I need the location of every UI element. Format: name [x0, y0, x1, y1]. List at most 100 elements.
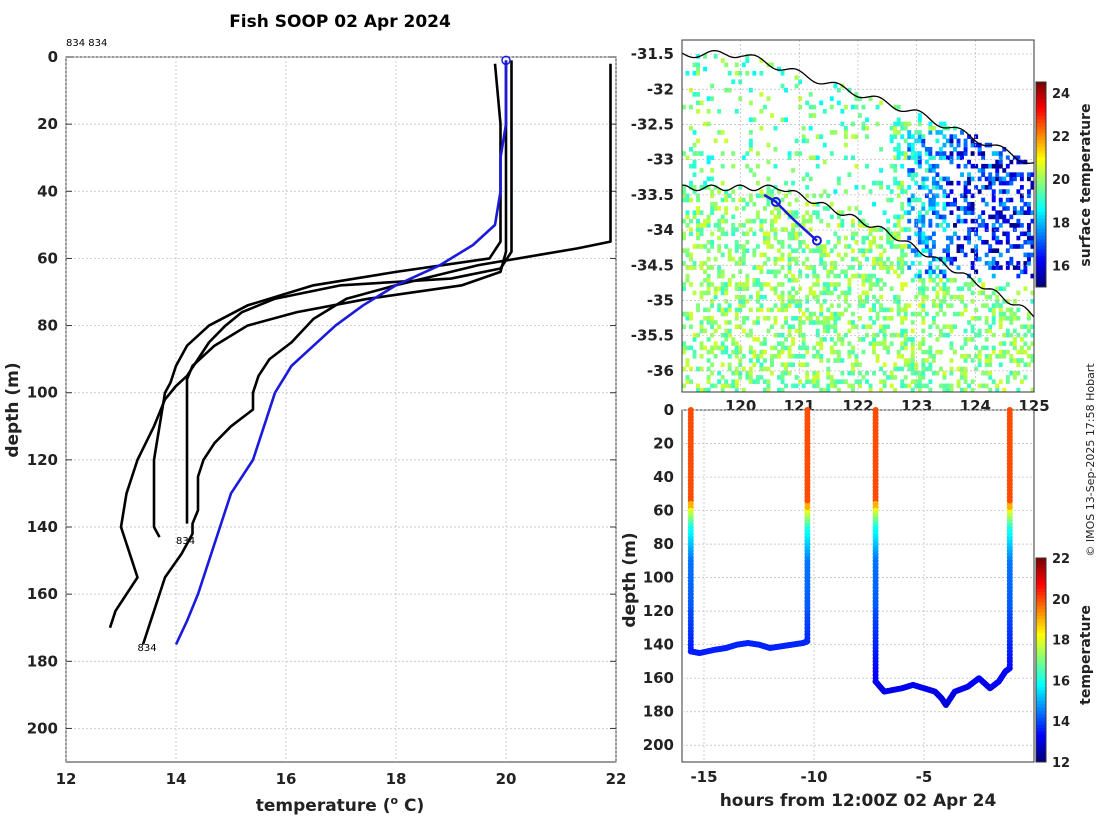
sst-cell [861, 299, 866, 304]
sst-cell [963, 337, 968, 342]
sst-cell [706, 320, 711, 325]
sst-cell [854, 273, 859, 279]
sst-cell [949, 358, 954, 363]
sst-cell [794, 83, 799, 89]
sst-cell [805, 265, 810, 270]
sst-cell [988, 370, 993, 376]
sst-cell [762, 358, 767, 363]
sst-cell [703, 307, 708, 313]
sst-cell [1016, 358, 1021, 363]
sst-cell [770, 62, 774, 68]
sst-cell [868, 189, 873, 194]
sst-cell [727, 362, 732, 368]
sst-cell [812, 370, 817, 376]
sst-cell [703, 328, 708, 334]
sst-cell [685, 223, 690, 228]
sst-cell [798, 328, 803, 334]
sst-cell [805, 345, 810, 351]
sst-cell [988, 265, 993, 270]
sst-cell [953, 256, 957, 262]
sst-cell [815, 315, 820, 321]
sst-cell [977, 235, 982, 241]
sst-cell [731, 214, 736, 220]
sst-cell [882, 307, 887, 313]
sst-cell [794, 197, 799, 203]
sst-cell [998, 151, 1003, 156]
sst-cell [696, 244, 700, 249]
sst-cell [956, 379, 961, 384]
profile-y-tick-label: 0 [48, 48, 58, 66]
sst-cell [850, 231, 855, 237]
sst-cell [914, 172, 919, 177]
sst-cell [1023, 201, 1028, 207]
sst-cell [773, 197, 778, 203]
sst-cell [875, 121, 880, 127]
sst-cell [1012, 345, 1017, 351]
sst-cell [741, 248, 746, 254]
sst-cell [967, 176, 972, 182]
sst-cell [689, 163, 693, 169]
sst-cell [984, 345, 989, 351]
sst-cell [780, 332, 785, 338]
sst-cells [682, 54, 1035, 393]
sst-cell [1026, 227, 1031, 232]
sst-cell [931, 210, 936, 215]
sst-cell [847, 353, 852, 359]
profile-y-tick-label: 100 [27, 384, 58, 402]
sst-cell [798, 286, 803, 292]
sst-cell [738, 96, 743, 101]
sst-cell [808, 265, 813, 270]
sst-cell [1019, 345, 1024, 351]
sst-cell [896, 366, 901, 372]
sst-cell [928, 349, 933, 355]
sst-cell [717, 273, 722, 279]
sst-cell [815, 328, 820, 334]
sst-cell [995, 387, 1000, 393]
sst-cell [998, 349, 1003, 355]
sst-cell [865, 370, 869, 376]
sst-cell [896, 214, 901, 220]
sst-cell [685, 273, 690, 279]
sst-cell [967, 320, 972, 325]
sst-cell [692, 332, 697, 338]
sst-cell [861, 375, 866, 380]
sst-cell [710, 345, 715, 351]
sst-cell [991, 206, 996, 211]
sst-cell [928, 218, 933, 224]
sst-cell [762, 231, 767, 237]
sst-cell [703, 269, 708, 275]
sst-cell [720, 231, 725, 237]
sst-cell [777, 248, 781, 254]
sst-cell [762, 282, 767, 287]
sst-cell [921, 223, 926, 228]
sst-cell [858, 379, 862, 384]
sst-cell [935, 282, 940, 287]
sst-cell [931, 206, 936, 211]
sst-cell [724, 138, 729, 144]
sst-cell [706, 265, 711, 270]
sst-cell [755, 358, 760, 363]
sst-cell [903, 383, 908, 389]
sst-cell [882, 379, 887, 384]
sst-cell [903, 332, 908, 338]
sst-cell [1002, 299, 1007, 304]
sst-cell [682, 324, 686, 330]
sst-cell [935, 256, 940, 262]
sst-cell [724, 231, 729, 237]
sst-cell [759, 294, 764, 300]
sst-cell [938, 383, 943, 389]
sst-cell [949, 370, 954, 376]
sst-cell [798, 273, 803, 279]
sst-cell [766, 197, 771, 203]
temperature-colorbar-segment [1036, 690, 1046, 695]
sst-cell [738, 307, 743, 313]
sst-cell [861, 239, 866, 245]
sst-cell [854, 206, 859, 211]
sst-cell [942, 142, 947, 148]
sst-cell [706, 155, 711, 161]
sst-cell [801, 214, 806, 220]
map-colorbar-segment [1036, 112, 1046, 117]
sst-cell [889, 307, 894, 313]
sst-cell [893, 294, 898, 300]
